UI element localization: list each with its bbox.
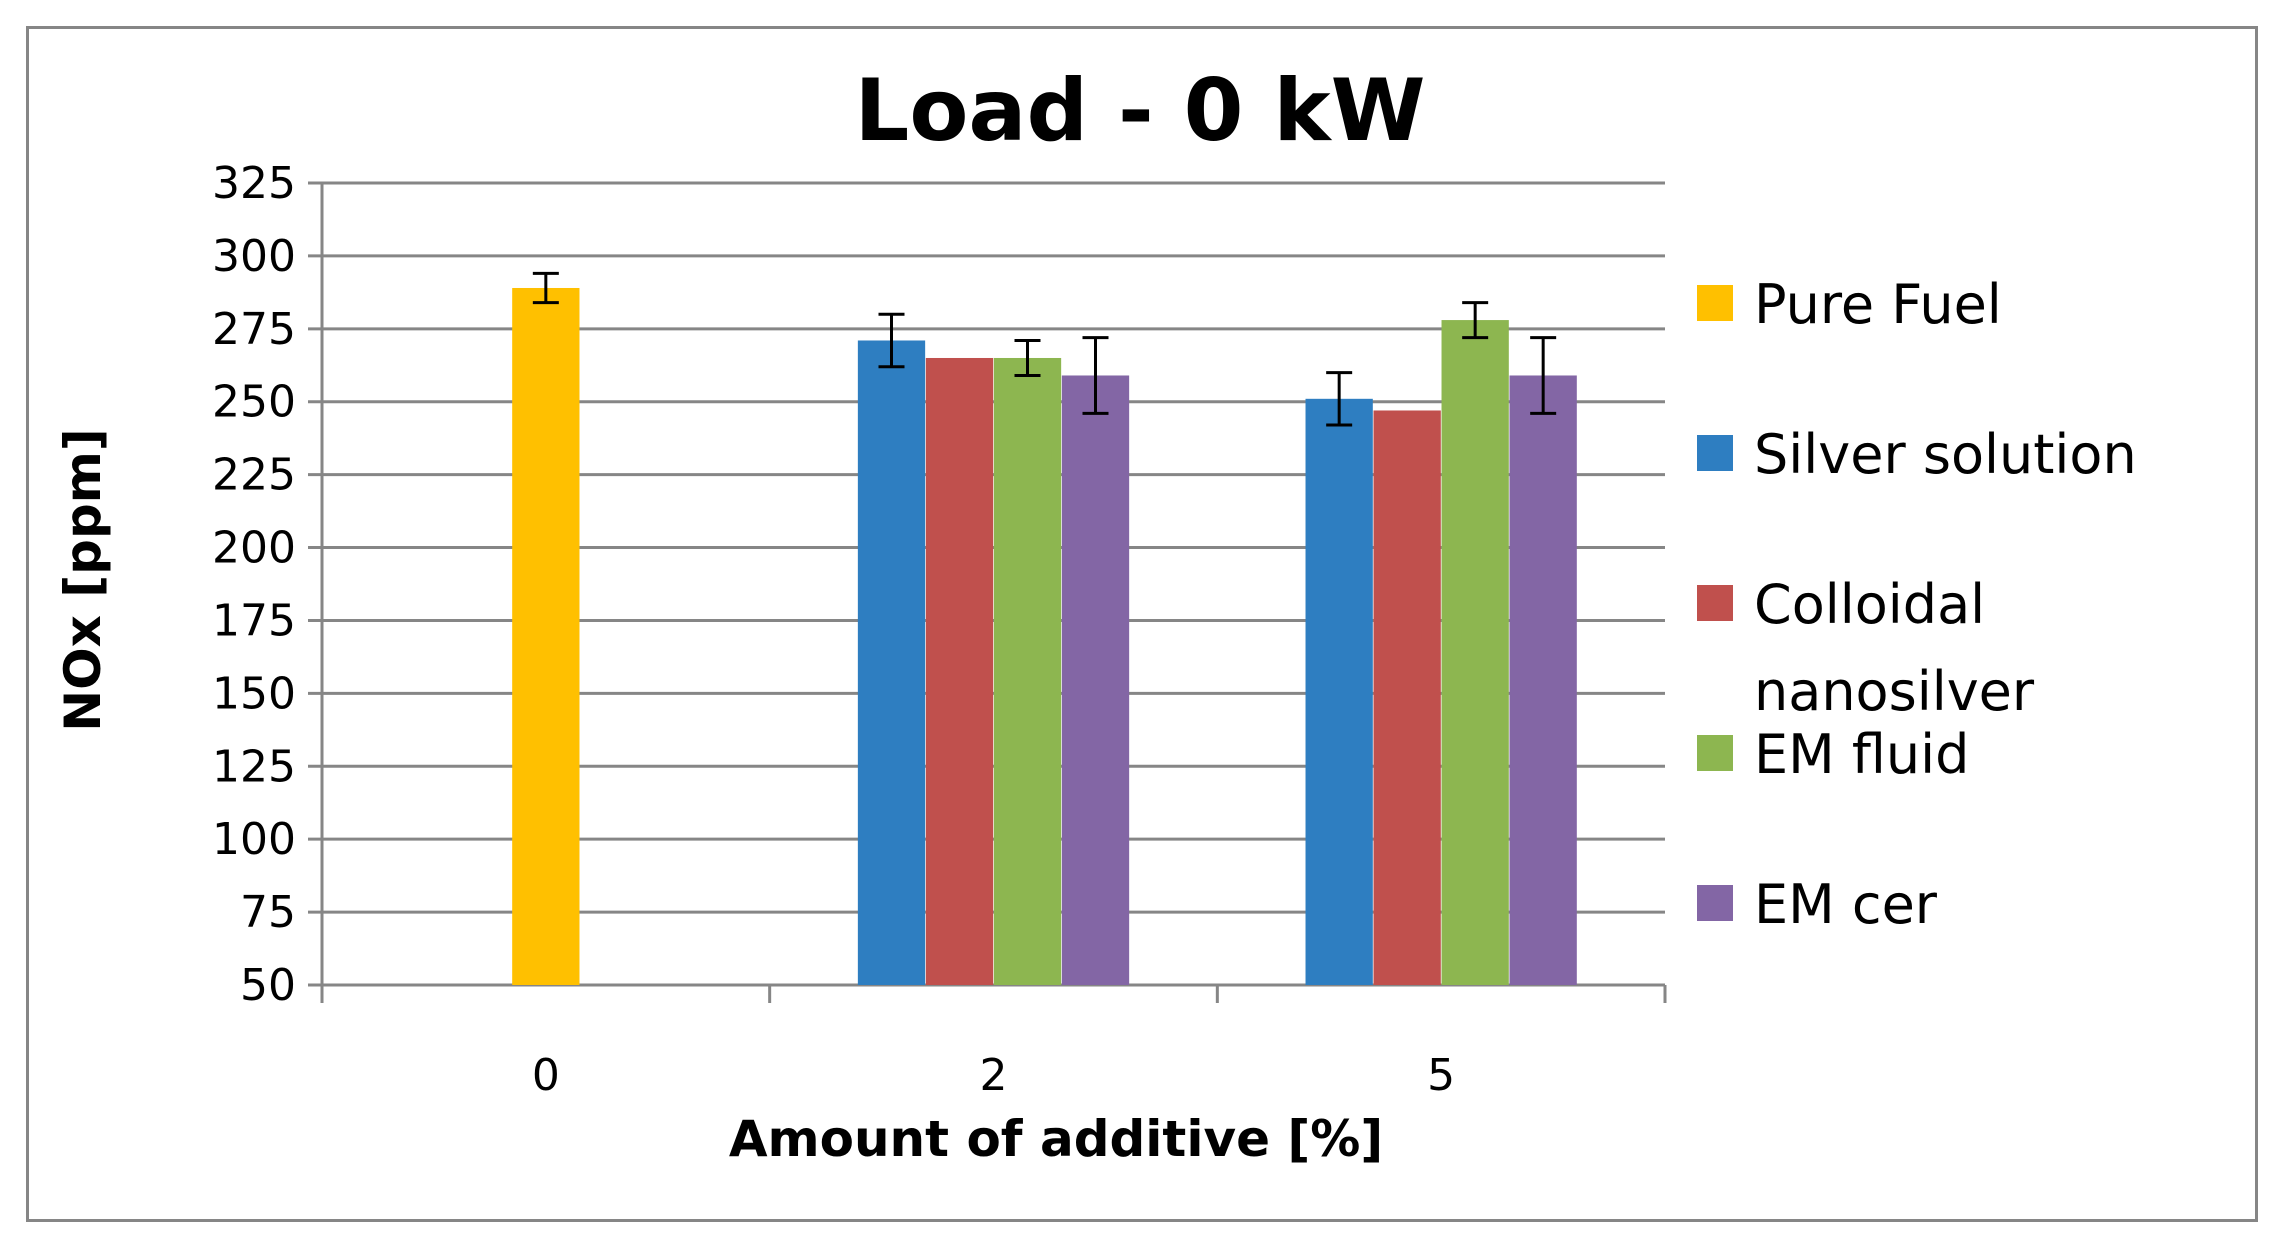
label-layer: 50 75 100 125 150 175 200 225 250 275 300 325 0 2 5 bbox=[212, 158, 1455, 1101]
legend-label: EM cer bbox=[1754, 873, 1938, 936]
y-tick-label: 175 bbox=[212, 595, 296, 646]
error-layer bbox=[532, 271, 1557, 427]
bar bbox=[512, 287, 580, 985]
legend-swatch bbox=[1697, 885, 1733, 921]
x-tick-label: 5 bbox=[1427, 1050, 1455, 1101]
bar bbox=[1441, 320, 1509, 985]
x-tick-label: 2 bbox=[980, 1050, 1008, 1101]
y-tick-label: 225 bbox=[212, 450, 296, 501]
legend-swatch bbox=[1697, 435, 1733, 471]
legend-swatch bbox=[1697, 735, 1733, 771]
bar bbox=[925, 357, 994, 985]
x-axis-title: Amount of additive [%] bbox=[729, 1110, 1383, 1168]
bar bbox=[1373, 410, 1441, 986]
y-tick-label: 300 bbox=[212, 231, 296, 282]
y-tick-label: 100 bbox=[212, 814, 296, 865]
legend-label: Silver solution bbox=[1754, 423, 2137, 486]
legend-label: Colloidal bbox=[1754, 573, 1985, 636]
legend-swatch bbox=[1697, 585, 1733, 621]
y-tick-label: 325 bbox=[212, 158, 296, 209]
legend-label: nanosilver bbox=[1754, 660, 2035, 723]
chart-frame bbox=[26, 26, 2258, 1222]
chart-title: Load - 0 kW bbox=[855, 61, 1426, 161]
bar bbox=[1509, 375, 1577, 986]
legend-swatch bbox=[1697, 285, 1733, 321]
legend-label: Pure Fuel bbox=[1754, 273, 2002, 336]
bar bbox=[1305, 398, 1373, 985]
bar bbox=[993, 357, 1062, 985]
y-tick-label: 150 bbox=[212, 668, 296, 719]
y-tick-label: 250 bbox=[212, 377, 296, 428]
y-tick-label: 75 bbox=[240, 887, 296, 938]
y-tick-label: 50 bbox=[240, 960, 296, 1011]
y-axis-title: NOx [ppm] bbox=[54, 428, 112, 731]
legend-layer: Pure Fuel Silver solution Colloidal nanosil… bbox=[1697, 273, 2137, 936]
y-tick-label: 275 bbox=[212, 304, 296, 355]
legend-label: EM fluid bbox=[1754, 723, 1969, 786]
y-tick-label: 200 bbox=[212, 523, 296, 574]
x-tick-label: 0 bbox=[532, 1050, 560, 1101]
bar-layer bbox=[512, 287, 1577, 986]
y-tick-label: 125 bbox=[212, 741, 296, 792]
bar bbox=[857, 340, 926, 985]
bar bbox=[1061, 375, 1130, 986]
